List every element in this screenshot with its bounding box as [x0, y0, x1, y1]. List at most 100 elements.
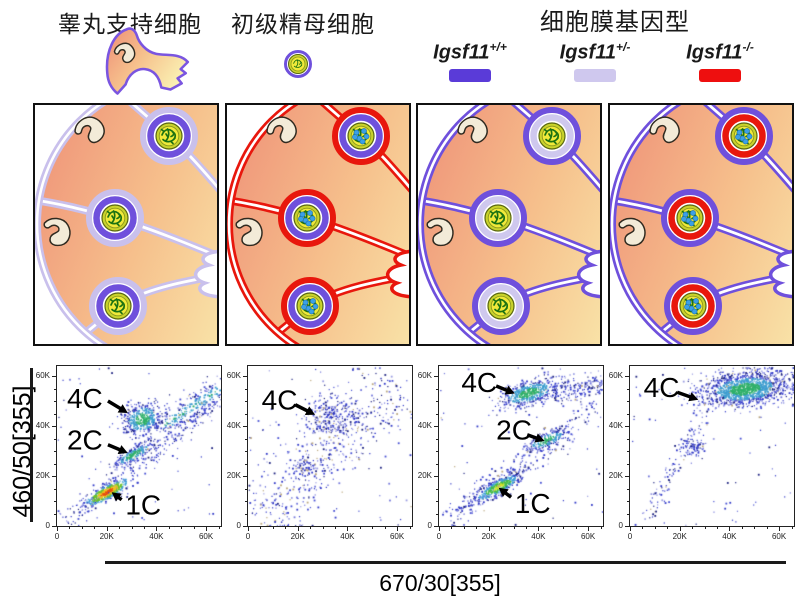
y-axis-tick [52, 426, 57, 427]
x-axis-tick [754, 526, 756, 529]
y-axis-tick [627, 413, 630, 415]
x-axis-tick [463, 526, 465, 529]
x-axis-tick [630, 526, 631, 531]
y-axis-tick [434, 426, 439, 427]
y-axis-tick [54, 438, 57, 440]
legend-label-wt: Igsf11+/+ [433, 40, 507, 64]
x-axis-tick [476, 526, 478, 529]
y-axis-tick [243, 526, 248, 527]
y-tick-label: 0 [427, 521, 432, 530]
y-axis-tick [245, 388, 248, 390]
y-axis-tick [245, 401, 248, 402]
x-axis-tick [791, 526, 793, 529]
scatter-canvas-2 [248, 366, 412, 526]
y-axis-tick [434, 476, 439, 477]
y-axis-tick [625, 426, 630, 427]
x-axis-tick [260, 526, 262, 529]
y-axis-tick [627, 463, 630, 465]
y-axis-tick [434, 376, 439, 377]
x-axis-tick [81, 526, 83, 529]
x-axis-tick [206, 526, 208, 531]
x-axis-tick [372, 526, 374, 529]
y-axis-tick [54, 401, 57, 402]
shared-y-axis-line [30, 368, 33, 522]
y-axis-tick [54, 413, 57, 415]
legend-swatch-ko [699, 68, 741, 82]
y-axis-tick [436, 401, 439, 402]
y-axis-tick [243, 476, 248, 477]
x-tick-label: 60K [389, 532, 405, 541]
x-axis-tick [310, 526, 312, 529]
x-axis-tick [359, 526, 361, 529]
scatter-canvas-4 [630, 366, 794, 526]
sertoli-cell-icon [105, 27, 190, 95]
x-tick-label: 20K [290, 532, 305, 541]
y-tick-label: 0 [618, 521, 623, 530]
x-tick-label: 40K [340, 532, 355, 541]
x-axis-tick [297, 526, 299, 531]
y-axis-tick [627, 451, 630, 452]
y-tick-label: 40K [35, 421, 50, 430]
scatter-canvas-1 [57, 366, 221, 526]
x-axis-tick [119, 526, 121, 529]
x-tick-label: 20K [481, 532, 496, 541]
y-axis-tick [54, 501, 57, 502]
x-axis-tick [550, 526, 552, 529]
x-tick-label: 0 [627, 532, 633, 541]
y-axis-tick [52, 376, 57, 377]
y-axis-tick [436, 501, 439, 502]
y-axis-tick [436, 463, 439, 465]
x-axis-tick [143, 526, 145, 529]
x-axis-tick [69, 526, 71, 529]
y-tick-label: 0 [45, 521, 50, 530]
y-axis-tick [627, 388, 630, 390]
y-axis-tick [627, 513, 630, 515]
x-axis-tick [501, 526, 503, 529]
x-axis-tick [94, 526, 96, 529]
y-axis-tick [245, 413, 248, 415]
y-axis-tick [54, 463, 57, 465]
y-axis-tick [54, 388, 57, 390]
y-axis-tick [245, 451, 248, 452]
x-tick-label: 0 [54, 532, 60, 541]
y-axis-tick [54, 513, 57, 515]
x-axis-tick [642, 526, 644, 529]
x-tick-label: 0 [245, 532, 251, 541]
x-axis-tick [729, 526, 731, 531]
y-tick-label: 60K [226, 371, 241, 380]
y-tick-label: 20K [226, 471, 241, 480]
scatter-canvas-3 [439, 366, 603, 526]
flow-plot-2: 4C 0 20K 40K 60K 0 20K 40K 60K [227, 365, 413, 541]
x-axis-tick [692, 526, 694, 529]
y-axis-tick [245, 463, 248, 465]
x-axis-tick [272, 526, 274, 529]
y-axis-tick [436, 438, 439, 440]
y-axis-tick [627, 488, 630, 490]
genotype-title: 细胞膜基因型 [540, 9, 690, 36]
legend-swatch-wt [449, 68, 491, 82]
y-axis-tick [245, 488, 248, 490]
legend-item-wt: Igsf11+/+ [412, 40, 528, 82]
x-axis-tick [57, 526, 58, 531]
x-tick-label: 40K [531, 532, 546, 541]
x-tick-label: 60K [771, 532, 787, 541]
x-axis-tick [779, 526, 781, 531]
tissue-panel-4 [608, 103, 794, 346]
y-tick-label: 60K [35, 371, 50, 380]
x-axis-tick [538, 526, 540, 531]
y-tick-label: 60K [608, 371, 623, 380]
y-axis-tick [625, 476, 630, 477]
y-axis-label: 460/50[355] [8, 385, 37, 518]
x-axis-tick [679, 526, 681, 531]
x-axis-tick [575, 526, 577, 529]
x-tick-label: 20K [99, 532, 114, 541]
y-tick-label: 0 [236, 521, 241, 530]
y-axis-tick [54, 451, 57, 452]
y-axis-tick [245, 438, 248, 440]
y-tick-label: 20K [35, 471, 50, 480]
x-axis-tick [409, 526, 411, 529]
x-axis-tick [285, 526, 287, 529]
x-axis-tick [654, 526, 656, 529]
flow-plot-1: 4C 2C 1C 0 20K 40K 60K 0 20K 40K 60K [36, 365, 222, 541]
